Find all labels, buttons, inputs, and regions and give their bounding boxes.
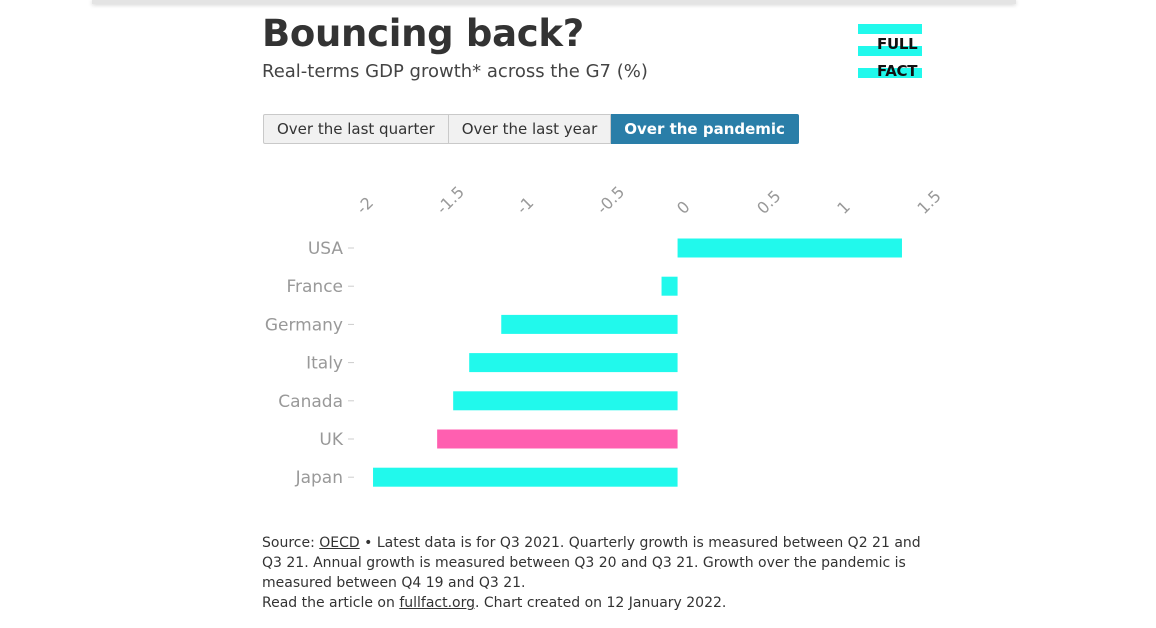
- chart-title: Bouncing back?: [262, 12, 584, 55]
- y-category-label: Italy: [306, 354, 343, 374]
- x-tick-label: 1: [833, 197, 854, 218]
- logo-word-fact: FACT: [877, 62, 918, 80]
- chart-subtitle: Real-terms GDP growth* across the G7 (%): [262, 61, 648, 82]
- article-link[interactable]: fullfact.org: [399, 595, 475, 611]
- bar-italy[interactable]: [469, 353, 678, 373]
- logo-word-full: FULL: [877, 35, 918, 53]
- source-prefix: Source:: [262, 535, 320, 551]
- y-category-label: UK: [319, 430, 343, 450]
- read-suffix: . Chart created on 12 January 2022.: [475, 595, 727, 611]
- bar-usa[interactable]: [677, 238, 902, 258]
- y-category-label: Canada: [278, 392, 343, 412]
- x-tick-label: 0: [673, 197, 694, 218]
- top-shadow-bar: [92, 0, 1016, 4]
- x-tick-label: -2: [352, 193, 377, 218]
- read-prefix: Read the article on: [262, 595, 400, 611]
- bar-canada[interactable]: [453, 391, 678, 411]
- logo-stripe: [858, 24, 922, 34]
- x-tick-label: -0.5: [593, 182, 629, 218]
- x-tick-label: 0.5: [753, 186, 784, 217]
- y-category-label: Germany: [265, 315, 343, 335]
- source-link-oecd[interactable]: OECD: [319, 535, 360, 551]
- y-category-label: France: [286, 277, 343, 297]
- x-tick-label: 1.5: [913, 186, 944, 217]
- bar-japan[interactable]: [373, 467, 678, 487]
- bar-france[interactable]: [661, 276, 678, 296]
- bar-germany[interactable]: [501, 314, 678, 334]
- view-tabs: Over the last quarter Over the last year…: [263, 114, 799, 144]
- y-category-label: USA: [308, 239, 344, 259]
- chart-footer: Source: OECD • Latest data is for Q3 202…: [262, 533, 922, 613]
- full-fact-logo: FULL FACT: [858, 24, 922, 80]
- tab-last-year[interactable]: Over the last year: [448, 114, 612, 144]
- x-tick-label: -1.5: [433, 182, 469, 218]
- y-category-label: Japan: [295, 468, 343, 488]
- x-tick-label: -1: [513, 193, 538, 218]
- bar-uk[interactable]: [437, 429, 678, 449]
- logo-stripe: [858, 46, 922, 56]
- tab-pandemic[interactable]: Over the pandemic: [611, 114, 799, 144]
- tab-last-quarter[interactable]: Over the last quarter: [263, 114, 449, 144]
- source-notes: • Latest data is for Q3 2021. Quarterly …: [262, 535, 921, 591]
- logo-stripe: [858, 68, 922, 78]
